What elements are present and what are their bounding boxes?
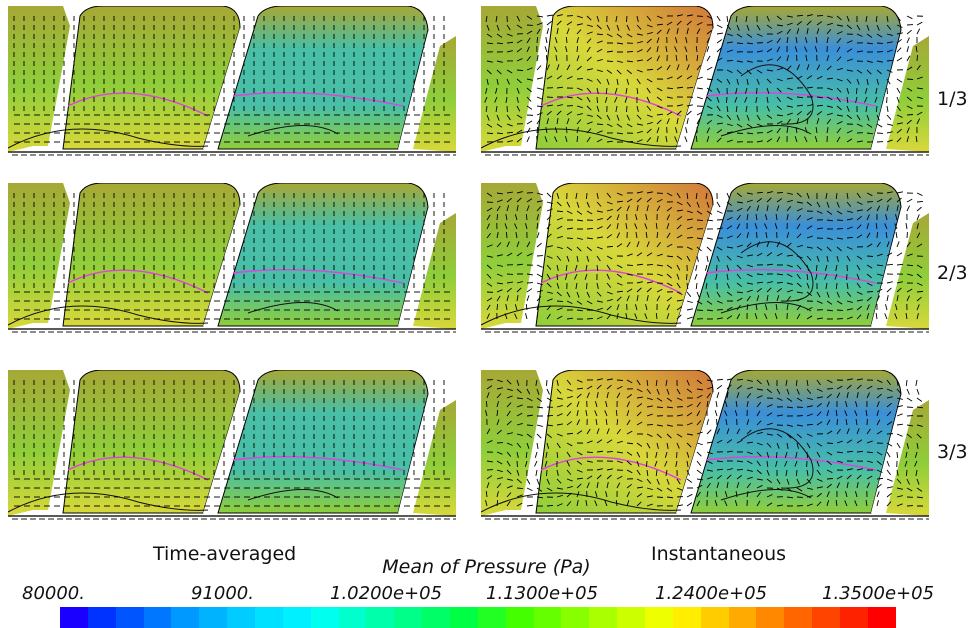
caption-time-averaged: Time-averaged (153, 543, 297, 565)
colorbar-swatch (422, 607, 451, 628)
colorbar-swatch (645, 607, 673, 628)
colorbar-swatch (589, 607, 618, 628)
pressure-colorbar (60, 607, 896, 628)
colorbar-swatch (505, 607, 534, 628)
colorbar-swatch (812, 607, 841, 628)
colorbar-swatch (338, 607, 367, 628)
colorbar-swatch (450, 607, 478, 628)
colorbar-title: Mean of Pressure (Pa) (382, 556, 591, 578)
row-label-1: 1/3 (937, 88, 968, 110)
colorbar-tick-3: 1.0200e+05 (330, 583, 443, 604)
colorbar-tick-5: 1.2400e+05 (655, 583, 768, 604)
panel-instantaneous-3-3 (481, 370, 929, 522)
flow-field-plot (8, 183, 456, 333)
panel-instantaneous-2-3 (481, 183, 929, 335)
colorbar-swatch (227, 607, 256, 628)
colorbar-swatch (561, 607, 590, 628)
flow-field-plot (481, 183, 929, 333)
flow-field-plot (481, 6, 929, 156)
colorbar-tick-1: 80000. (22, 583, 85, 604)
colorbar-swatch (366, 607, 395, 628)
colorbar-swatch (60, 607, 88, 628)
colorbar-swatch (617, 607, 646, 628)
flow-field-plot (481, 370, 929, 520)
colorbar-tick-4: 1.1300e+05 (486, 583, 599, 604)
colorbar-swatch (867, 607, 896, 628)
colorbar-swatch (840, 607, 868, 628)
colorbar-swatch (171, 607, 200, 628)
colorbar-tick-6: 1.3500e+05 (822, 583, 935, 604)
colorbar-swatch (255, 607, 283, 628)
panel-time-averaged-1-3 (8, 6, 456, 158)
flow-field-plot (8, 370, 456, 520)
panel-time-averaged-3-3 (8, 370, 456, 522)
colorbar-swatch (394, 607, 423, 628)
colorbar-swatch (310, 607, 339, 628)
colorbar-tick-2: 91000. (191, 583, 254, 604)
colorbar-swatch (756, 607, 785, 628)
colorbar-swatch (784, 607, 813, 628)
caption-instantaneous: Instantaneous (651, 543, 787, 565)
row-label-3: 3/3 (937, 441, 968, 463)
colorbar-swatch (143, 607, 172, 628)
colorbar-swatch (282, 607, 311, 628)
panel-instantaneous-1-3 (481, 6, 929, 158)
colorbar-swatch (87, 607, 116, 628)
colorbar-swatch (533, 607, 562, 628)
colorbar-swatch (728, 607, 757, 628)
panel-time-averaged-2-3 (8, 183, 456, 335)
colorbar-swatch (700, 607, 729, 628)
row-label-2: 2/3 (937, 262, 968, 284)
colorbar-swatch (199, 607, 228, 628)
colorbar-swatch (115, 607, 144, 628)
colorbar-swatch (672, 607, 701, 628)
flow-field-plot (8, 6, 456, 156)
colorbar-swatch (477, 607, 506, 628)
